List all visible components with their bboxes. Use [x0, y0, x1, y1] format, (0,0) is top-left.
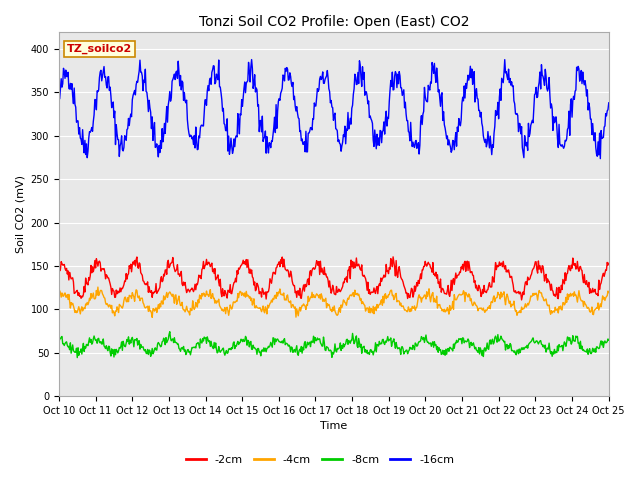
X-axis label: Time: Time: [320, 421, 348, 432]
Text: TZ_soilco2: TZ_soilco2: [67, 44, 132, 54]
Y-axis label: Soil CO2 (mV): Soil CO2 (mV): [15, 175, 25, 253]
Title: Tonzi Soil CO2 Profile: Open (East) CO2: Tonzi Soil CO2 Profile: Open (East) CO2: [198, 15, 469, 29]
Legend: -2cm, -4cm, -8cm, -16cm: -2cm, -4cm, -8cm, -16cm: [181, 451, 459, 469]
